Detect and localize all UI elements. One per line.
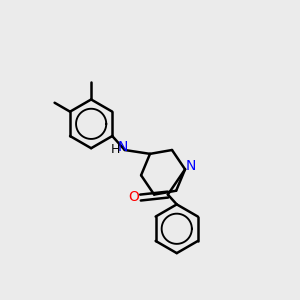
Text: N: N bbox=[118, 140, 128, 154]
Text: H: H bbox=[111, 142, 121, 156]
Text: O: O bbox=[128, 190, 140, 204]
Text: N: N bbox=[185, 159, 196, 173]
